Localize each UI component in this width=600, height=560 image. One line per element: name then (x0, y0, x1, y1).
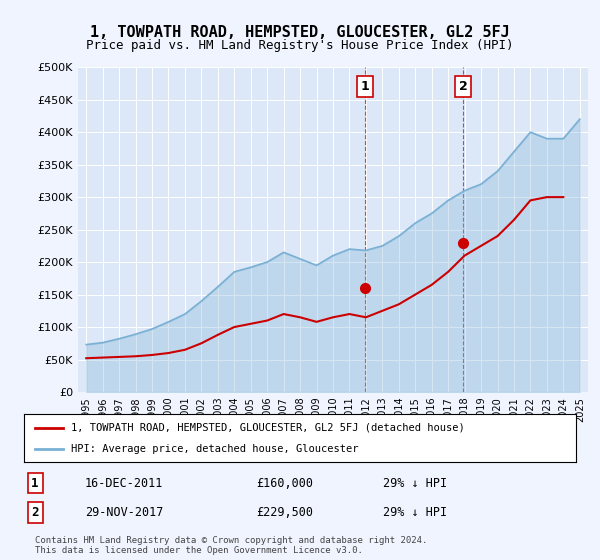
Text: 1, TOWPATH ROAD, HEMPSTED, GLOUCESTER, GL2 5FJ: 1, TOWPATH ROAD, HEMPSTED, GLOUCESTER, G… (90, 25, 510, 40)
Text: £229,500: £229,500 (256, 506, 313, 519)
Text: 1: 1 (361, 80, 370, 93)
Text: HPI: Average price, detached house, Gloucester: HPI: Average price, detached house, Glou… (71, 444, 358, 454)
Text: 1: 1 (31, 477, 39, 490)
Text: Contains HM Land Registry data © Crown copyright and database right 2024.
This d: Contains HM Land Registry data © Crown c… (35, 536, 427, 556)
Text: 1, TOWPATH ROAD, HEMPSTED, GLOUCESTER, GL2 5FJ (detached house): 1, TOWPATH ROAD, HEMPSTED, GLOUCESTER, G… (71, 423, 464, 433)
Text: 16-DEC-2011: 16-DEC-2011 (85, 477, 163, 490)
Text: £160,000: £160,000 (256, 477, 313, 490)
Text: 29% ↓ HPI: 29% ↓ HPI (383, 477, 447, 490)
Text: 2: 2 (459, 80, 467, 93)
Text: 2: 2 (31, 506, 39, 519)
Text: 29% ↓ HPI: 29% ↓ HPI (383, 506, 447, 519)
Text: Price paid vs. HM Land Registry's House Price Index (HPI): Price paid vs. HM Land Registry's House … (86, 39, 514, 52)
Text: 29-NOV-2017: 29-NOV-2017 (85, 506, 163, 519)
